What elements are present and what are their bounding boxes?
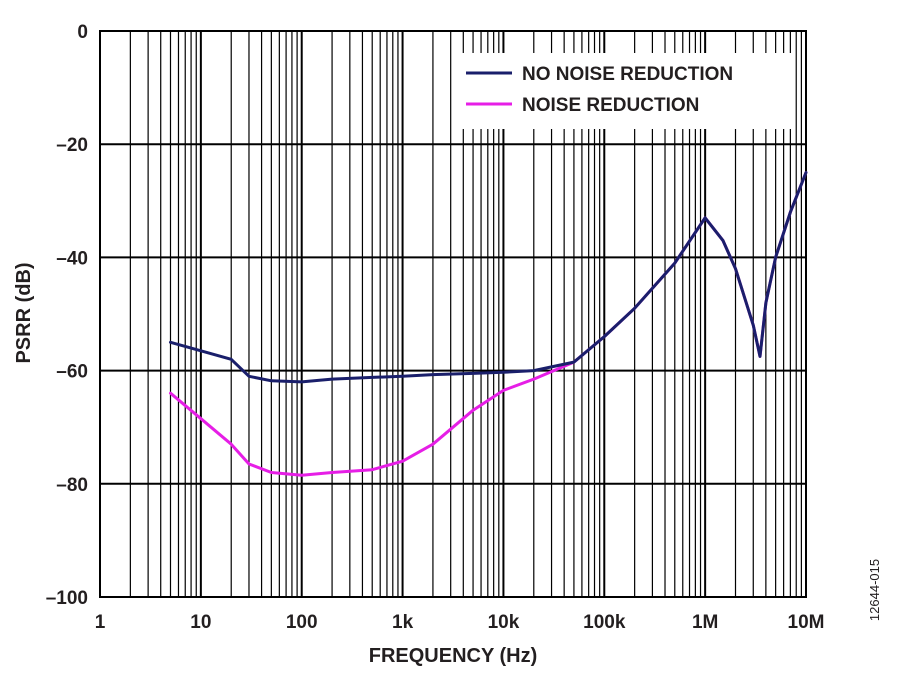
y-tick-label: 0 bbox=[77, 22, 88, 43]
legend-label: NOISE REDUCTION bbox=[522, 95, 699, 116]
figure-id: 12644-015 bbox=[867, 559, 882, 621]
legend-box bbox=[452, 53, 795, 129]
y-tick-label: –100 bbox=[46, 588, 88, 609]
y-tick-label: –60 bbox=[56, 362, 88, 383]
series-line bbox=[169, 171, 808, 384]
legend-label: NO NOISE REDUCTION bbox=[522, 64, 733, 85]
x-tick-label: 1 bbox=[95, 612, 106, 633]
series-lines bbox=[169, 171, 808, 477]
x-tick-label: 100k bbox=[583, 612, 626, 633]
tick-labels: 1 10 100 1k 10k 100k 1M 10M 0 –20 –40 –60 –80 –100 bbox=[46, 22, 825, 633]
x-tick-label: 1M bbox=[692, 612, 718, 633]
x-tick-label: 10 bbox=[190, 612, 211, 633]
x-tick-label: 1k bbox=[392, 612, 414, 633]
y-tick-label: –40 bbox=[56, 248, 88, 269]
y-tick-label: –80 bbox=[56, 475, 88, 496]
legend: NO NOISE REDUCTION NOISE REDUCTION bbox=[452, 53, 795, 129]
x-axis-label: FREQUENCY (Hz) bbox=[369, 645, 538, 667]
x-tick-label: 100 bbox=[286, 612, 318, 633]
plot-frame bbox=[99, 30, 807, 598]
x-tick-label: 10M bbox=[788, 612, 825, 633]
x-tick-label: 10k bbox=[488, 612, 520, 633]
y-tick-label: –20 bbox=[56, 135, 88, 156]
y-axis-label: PSRR (dB) bbox=[13, 262, 35, 363]
